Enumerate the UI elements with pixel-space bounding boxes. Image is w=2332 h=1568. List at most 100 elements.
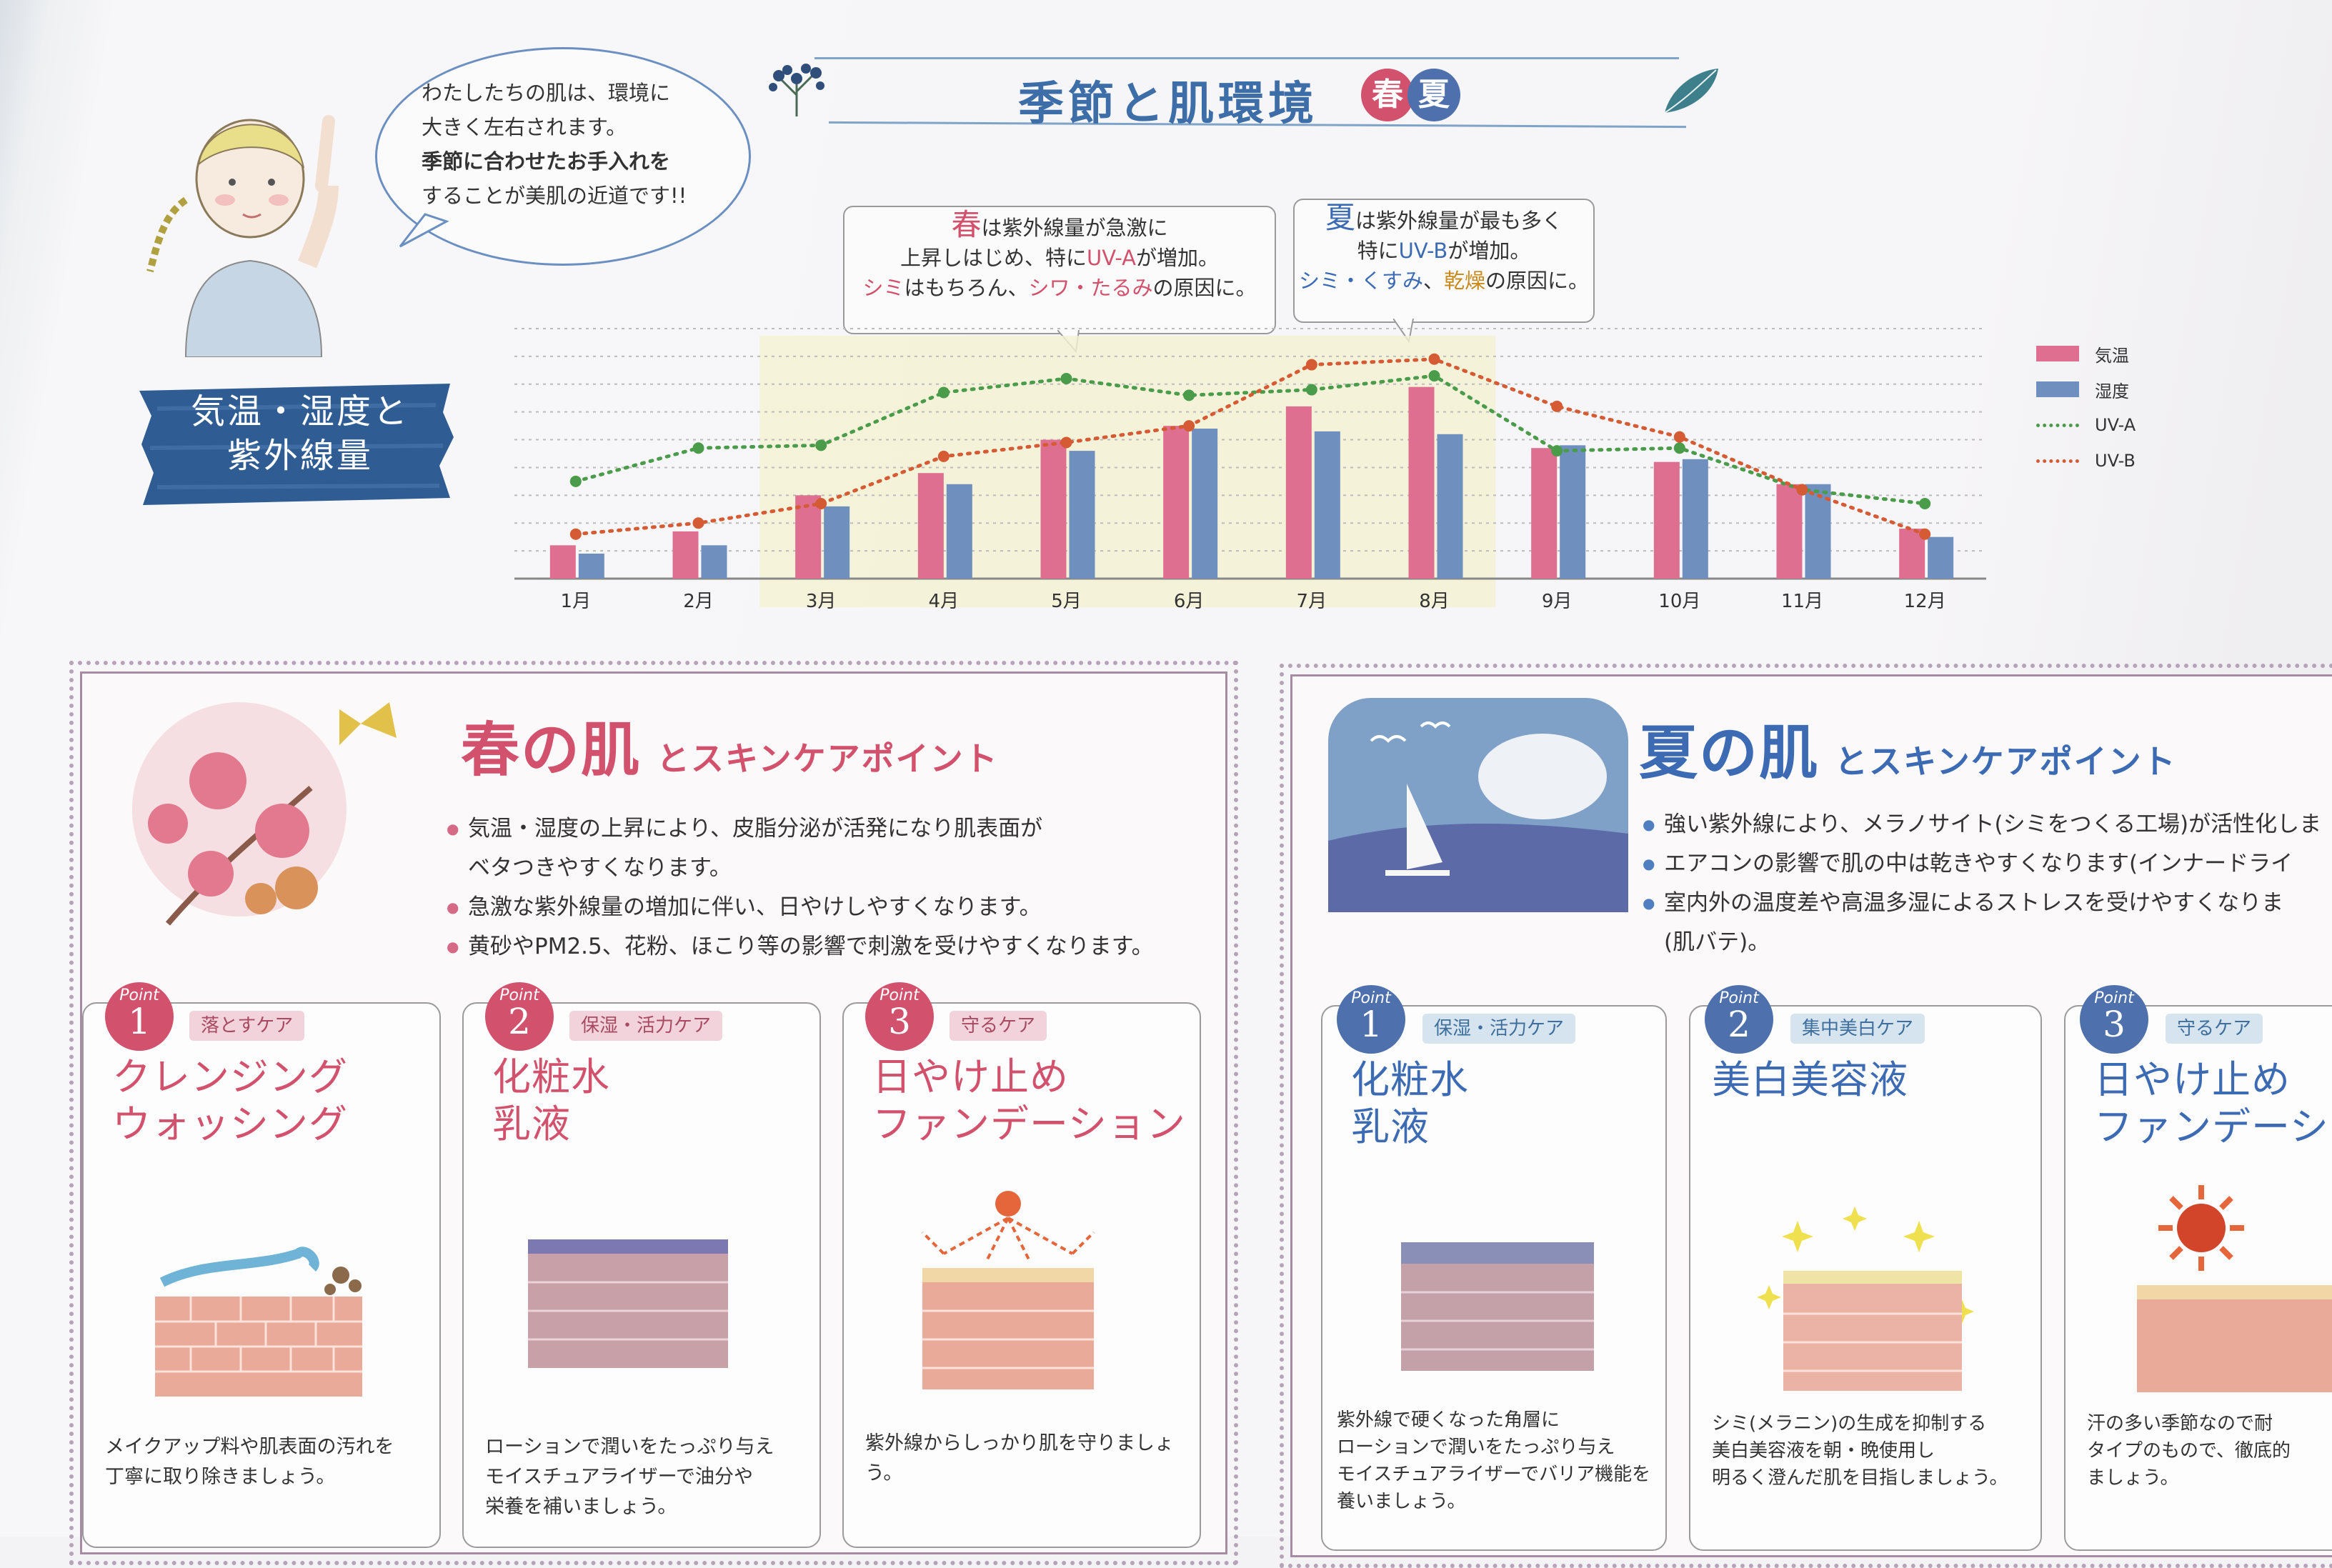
bar-humidity: [946, 484, 972, 579]
point-uv-a: [692, 442, 704, 454]
list-item: 急激な紫外線量の増加に伴い、日やけしやすくなります。: [447, 888, 1218, 927]
x-tick-label: 12月: [1904, 591, 1946, 612]
spring-callout: 春は紫外線量が急激に 上昇しはじめ、特にUV-Aが増加。 シミはもちろん、シワ・…: [843, 206, 1276, 334]
point-uv-a: [1673, 442, 1685, 454]
summer-card-3: Point 3 守るケア 日やけ止め ファンデーシ 汗の多い季節なので耐 タイプのもの…: [2064, 985, 2332, 1551]
point-uv-a: [1919, 498, 1931, 509]
card-description: 紫外線で硬くなった角層に ローションで潤いをたっぷり与え モイスチュアライザーでバリ…: [1337, 1409, 1651, 1512]
bar-temp: [1653, 461, 1680, 579]
bar-temp: [1285, 406, 1312, 579]
legend-item-temp: 気温: [2036, 336, 2136, 371]
bar-temp: [1531, 448, 1558, 579]
summer-card-2: Point 2 集中美白ケア 美白美容液 シミ(メラニン)の生成を抑制する 美白美容…: [1689, 985, 2042, 1551]
speech-bubble-tail: [397, 207, 454, 253]
point-uv-b: [1673, 431, 1685, 443]
card-title: 化粧水 乳液: [1351, 1057, 1469, 1149]
legend-line: [2036, 459, 2079, 463]
x-tick-label: 8月: [1419, 591, 1450, 612]
legend-item-humidity: 湿度: [2036, 371, 2136, 407]
card-description: 汗の多い季節なので耐 タイプのもので、徹底的 ましょう。: [2087, 1413, 2291, 1489]
point-uv-a: [1428, 370, 1440, 382]
woman-illustration: [143, 100, 386, 358]
chart-legend: 気温 湿度 UV-A UV-B: [2036, 336, 2136, 479]
point-uv-b: [1060, 436, 1072, 449]
bar-humidity: [701, 545, 727, 579]
point-uv-a: [1305, 384, 1317, 396]
x-tick-label: 5月: [1051, 591, 1082, 612]
card-title: 日やけ止め ファンデーシ: [2094, 1057, 2329, 1149]
bar-temp: [917, 473, 944, 579]
list-item: 室内外の温度差や高温多湿によるストレスを受けやすくなりま(肌バテ)。: [1643, 884, 2332, 962]
x-tick-label: 2月: [683, 591, 714, 612]
point-uv-a: [1060, 373, 1072, 384]
point-uv-b: [1551, 400, 1563, 412]
care-tag: 保湿・活力ケア: [569, 1011, 723, 1041]
spring-card-3: Point 3 守るケア 日やけ止め ファンデーション 紫外線からしっかり肌を守りま…: [842, 982, 1201, 1548]
bar-temp: [1776, 484, 1803, 579]
card-description: ローションで潤いをたっぷり与え モイスチュアライザーで油分や 栄養を補いましょう。: [485, 1436, 774, 1518]
card-description: シミ(メラニン)の生成を抑制する 美白美容液を朝・晩使用し 明るく澄んだ肌を目指しま…: [1712, 1413, 2008, 1489]
spring-card-2: Point 2 保湿・活力ケア 化粧水 乳液 ローションで潤いをたっぷり与え モイスチ…: [462, 982, 821, 1548]
legend-swatch: [2036, 346, 2079, 361]
summer-sea-icon: [1328, 698, 1628, 912]
skin-cleansing-illustration: [148, 1218, 369, 1407]
skin-moisture-illustration: [521, 1232, 735, 1378]
bar-temp: [1163, 426, 1190, 579]
bar-temp: [549, 545, 576, 579]
skin-moisture-illustration: [1394, 1235, 1601, 1381]
legend-swatch: [2036, 381, 2079, 397]
bar-humidity: [1928, 536, 1954, 579]
point-badge: Point 1: [105, 982, 174, 1051]
brush-stroke-label-bg: [136, 380, 457, 509]
care-tag: 集中美白ケア: [1790, 1014, 1925, 1044]
bar-humidity: [1560, 445, 1586, 579]
care-tag: 守るケア: [2166, 1014, 2263, 1044]
point-uv-b: [1183, 420, 1195, 432]
bar-humidity: [1682, 459, 1708, 579]
section-label: 気温・湿度と 紫外線量: [190, 391, 409, 476]
point-uv-b: [1919, 528, 1931, 540]
leaf-icon: [1658, 63, 1722, 120]
bubble-text: わたしたちの肌は、環境に 大きく左右されます。 季節に合わせたお手入れを するこ…: [422, 81, 687, 208]
skin-sunscreen-illustration: [2108, 1178, 2332, 1395]
legend-item-uvb: UV-B: [2036, 443, 2136, 479]
care-tag: 落とすケア: [189, 1011, 305, 1041]
point-uv-a: [815, 439, 827, 451]
bar-temp: [1408, 386, 1435, 579]
skin-whitening-illustration: [1755, 1192, 1983, 1395]
care-tag: 守るケア: [950, 1011, 1047, 1041]
x-tick-label: 6月: [1174, 591, 1205, 612]
bar-humidity: [1314, 431, 1340, 579]
speech-bubble: [375, 47, 751, 266]
point-uv-a: [1551, 445, 1563, 457]
berry-sprig-icon: [764, 56, 829, 120]
card-title: 化粧水 乳液: [492, 1054, 610, 1147]
climate-chart: 1月 2月 3月 4月 5月 6月 7月 8月 9月 10月 11月 12月: [514, 328, 1986, 612]
header-band: 季節と肌環境 春 夏: [814, 54, 1686, 131]
cherry-blossom-icon: [125, 695, 425, 938]
point-uv-b: [937, 450, 950, 462]
x-tick-label: 4月: [929, 591, 960, 612]
point-badge: Point 2: [485, 982, 554, 1051]
list-item: 強い紫外線により、メラノサイト(シミをつくる工場)が活性化しま: [1643, 805, 2332, 844]
care-tag: 保湿・活力ケア: [1422, 1014, 1576, 1044]
x-tick-label: 11月: [1781, 591, 1823, 612]
summer-bullets: 強い紫外線により、メラノサイト(シミをつくる工場)が活性化しま エアコンの影響で…: [1643, 805, 2332, 962]
card-description: メイクアップ料や肌表面の汚れを 丁寧に取り除きましょう。: [105, 1436, 394, 1488]
card-title: 美白美容液: [1712, 1057, 1908, 1102]
list-item: エアコンの影響で肌の中は乾きやすくなります(インナードライ: [1643, 844, 2332, 884]
bar-temp: [672, 531, 699, 579]
x-tick-label: 3月: [806, 591, 837, 612]
card-description: 紫外線からしっかり肌を守りましょう。: [865, 1432, 1174, 1484]
bar-humidity: [1192, 429, 1218, 579]
point-badge: Point 2: [1705, 985, 1773, 1054]
x-tick-label: 10月: [1658, 591, 1700, 612]
x-tick-label: 1月: [561, 591, 592, 612]
card-title: 日やけ止め ファンデーション: [872, 1054, 1186, 1147]
point-uv-a: [937, 386, 950, 399]
bar-humidity: [1437, 434, 1463, 579]
point-uv-b: [815, 498, 827, 509]
summer-badge: 夏: [1407, 69, 1460, 121]
